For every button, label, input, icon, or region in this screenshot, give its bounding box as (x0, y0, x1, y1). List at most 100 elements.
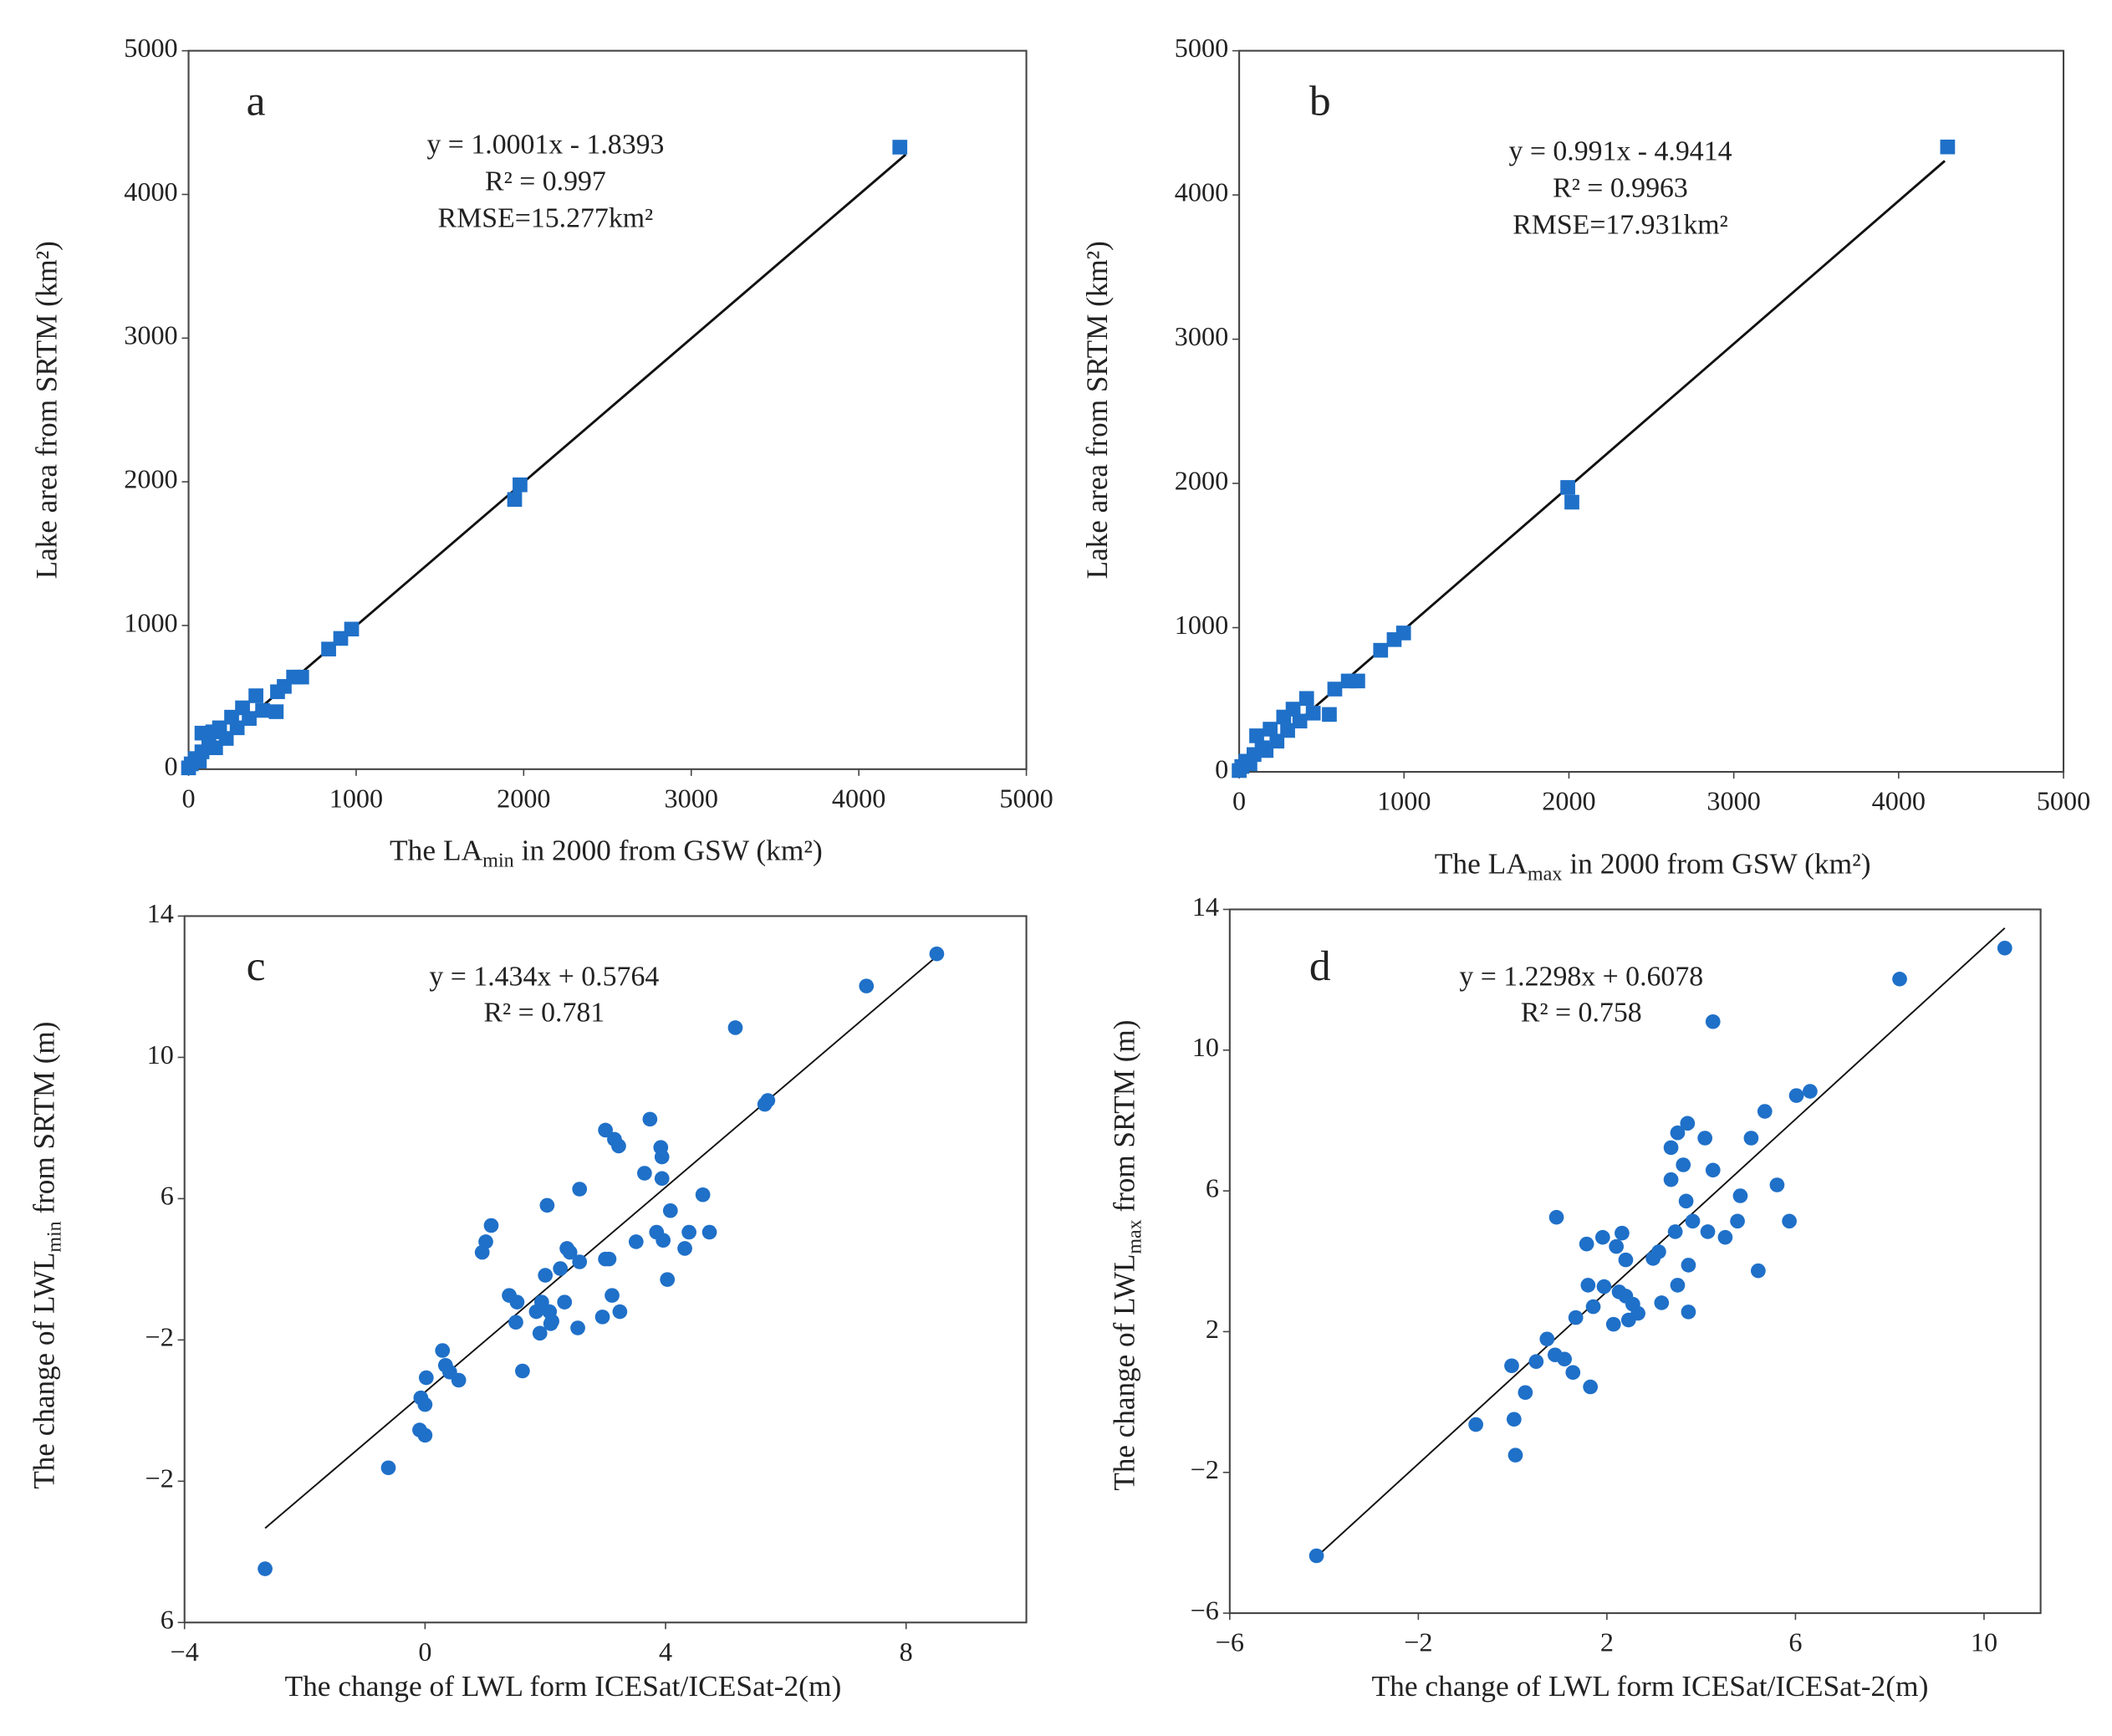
point (598, 1122, 613, 1138)
y-axis-label-text: The change of LWL (1108, 1254, 1140, 1491)
x-axis-label: The change of LWL form ICESat/ICESat-2(m… (1372, 1670, 1929, 1703)
x-tick-label: −6 (1216, 1627, 1244, 1657)
x-tick-label: 2000 (497, 784, 550, 814)
annotation: y = 1.0001x - 1.8393 (426, 130, 664, 161)
point (628, 1234, 644, 1249)
x-axis-label-text: The LA (1435, 848, 1528, 881)
point (1705, 1014, 1721, 1029)
point (1292, 713, 1308, 729)
point (1997, 941, 2013, 956)
point (1645, 1251, 1661, 1266)
point (677, 1241, 692, 1256)
y-tick-label: 4000 (124, 176, 177, 207)
point (1468, 1417, 1483, 1432)
y-tick-label: 14 (1192, 891, 1219, 922)
x-tick-label: 0 (181, 784, 195, 814)
point (1788, 1088, 1804, 1103)
point (1596, 1279, 1612, 1294)
point (1757, 1104, 1773, 1119)
point (1697, 1131, 1713, 1146)
annotation: R² = 0.758 (1521, 998, 1642, 1029)
y-tick-label: −2 (1191, 1454, 1219, 1484)
point (321, 641, 336, 656)
point (1528, 1354, 1544, 1370)
x-tick-label: 5000 (999, 784, 1053, 814)
x-tick-label: 4000 (1872, 786, 1926, 816)
point (1681, 1258, 1696, 1273)
point (258, 1561, 273, 1576)
point (892, 140, 908, 155)
y-axis-label-text: The change of LWL (28, 1253, 60, 1489)
point (333, 631, 349, 646)
point (1670, 1125, 1686, 1141)
point (1676, 1157, 1691, 1172)
y-tick-label: 3000 (124, 320, 177, 350)
x-tick-label: 6 (1788, 1627, 1802, 1657)
point (1685, 1213, 1701, 1229)
point (1579, 1236, 1594, 1252)
y-axis-label: Lake area from SRTM (km²) (1081, 241, 1114, 579)
point (229, 720, 245, 736)
point (1309, 1548, 1324, 1564)
point (1618, 1252, 1634, 1268)
x-axis-label-rest: in 2000 from GSW (km²) (514, 835, 823, 867)
x-tick-label: 5000 (2037, 786, 2090, 816)
y-tick-label: 3000 (1175, 321, 1228, 351)
point (1620, 1312, 1636, 1328)
point (1594, 1229, 1610, 1245)
y-tick-label: 6 (161, 1605, 174, 1635)
panel-label: a (247, 78, 266, 125)
x-tick-label: 4000 (832, 784, 885, 814)
point (1280, 722, 1295, 738)
point (1322, 707, 1337, 722)
point (612, 1304, 628, 1320)
point (1670, 1278, 1686, 1293)
point (681, 1224, 696, 1240)
point (1327, 682, 1343, 697)
x-tick-label: 8 (900, 1636, 913, 1667)
point (1667, 1224, 1683, 1239)
point (1539, 1331, 1555, 1347)
plot-frame (187, 49, 1028, 770)
point (1705, 1162, 1721, 1178)
point (1249, 728, 1264, 743)
point (277, 679, 292, 694)
point (757, 1096, 773, 1112)
point (1940, 139, 1956, 155)
point (562, 1244, 578, 1260)
plot-frame (183, 915, 1028, 1624)
y-axis-label-rest: from SRTM (m) (1108, 1020, 1140, 1220)
point (435, 1343, 451, 1358)
point (474, 1244, 490, 1260)
annotation: RMSE=17.931km² (1513, 210, 1728, 241)
point (1506, 1412, 1522, 1427)
trendline (264, 955, 938, 1529)
point (701, 1224, 717, 1240)
y-axis-label: The change of LWLmin from SRTM (m) (28, 1022, 65, 1489)
annotation: R² = 0.781 (483, 998, 605, 1029)
point (543, 1316, 559, 1331)
point (1565, 1365, 1581, 1381)
point (637, 1166, 652, 1181)
x-axis-label-text: The LA (390, 835, 483, 867)
point (1732, 1188, 1748, 1203)
point (654, 1149, 670, 1165)
y-tick-label: 1000 (124, 607, 177, 637)
point (662, 1202, 678, 1218)
y-tick-label: 1000 (1175, 610, 1228, 640)
x-tick-label: 0 (418, 1636, 431, 1667)
annotation: y = 0.991x - 4.9414 (1508, 136, 1732, 167)
point (1681, 1305, 1696, 1320)
point (1242, 756, 1258, 772)
point (660, 1272, 676, 1287)
point (1560, 480, 1575, 495)
point (191, 753, 207, 768)
point (1507, 1448, 1523, 1463)
point (572, 1182, 588, 1197)
panel-label: c (247, 942, 266, 990)
plot-frame (1238, 49, 2065, 774)
point (1568, 1310, 1584, 1325)
x-axis-label: The LAmin in 2000 from GSW (km²) (390, 835, 823, 872)
y-axis-label: The change of LWLmax from SRTM (m) (1108, 1020, 1145, 1491)
